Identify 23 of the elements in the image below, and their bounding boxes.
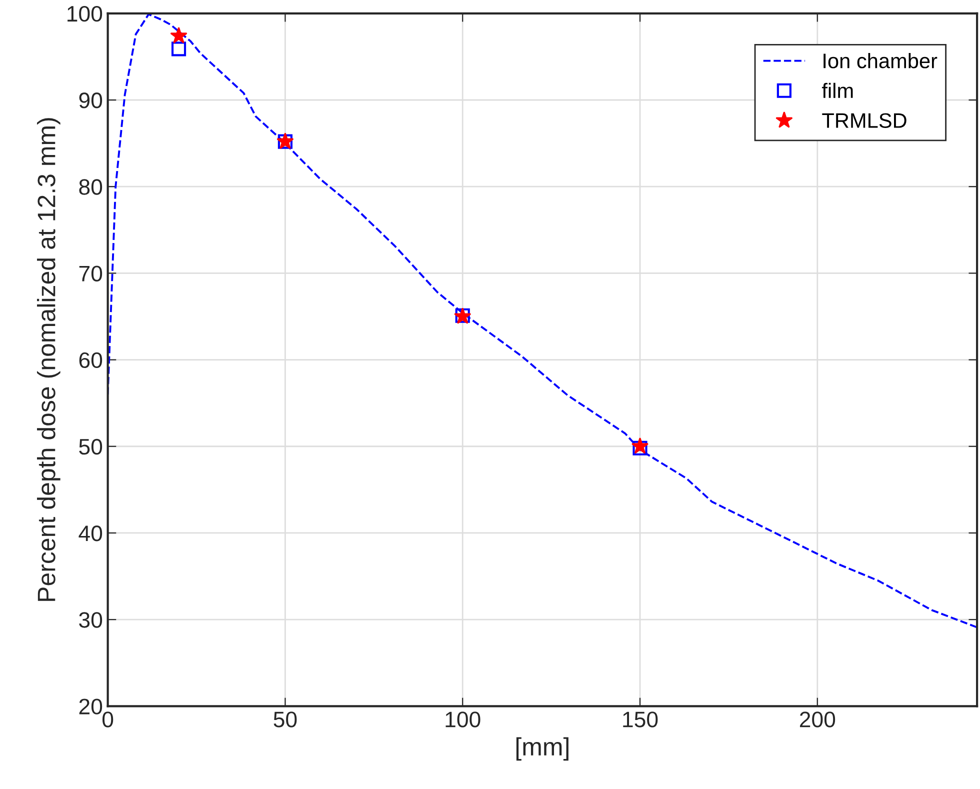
point [631, 437, 649, 454]
x-tick-label: 0 [102, 712, 114, 728]
legend-label: film [822, 82, 853, 98]
point [170, 26, 188, 44]
x-tick-label: 150 [623, 712, 658, 728]
y-tick-label: 60 [79, 352, 102, 368]
legend-label: Ion chamber [824, 52, 938, 68]
y-tick-label: 50 [79, 438, 102, 455]
y-tick-label: 80 [79, 179, 102, 195]
x-tick-label: 100 [446, 712, 480, 728]
x-axis-title: [mm] [516, 737, 568, 761]
y-tick-label: 100 [68, 6, 102, 22]
y-tick-label: 30 [79, 612, 102, 628]
y-tick-label: 70 [79, 266, 102, 282]
y-tick-label: 90 [79, 92, 102, 108]
y-tick-label: 40 [78, 526, 102, 542]
x-tick-label: 50 [274, 712, 297, 728]
y-axis-title: Percent depth dose (nomalized at 12.3 mm) [37, 118, 60, 601]
x-tick-label: 200 [800, 712, 836, 728]
point [171, 42, 186, 56]
legend-label: TRMLSD [822, 113, 906, 128]
y-tick-label: 20 [79, 698, 102, 714]
point [632, 440, 648, 456]
